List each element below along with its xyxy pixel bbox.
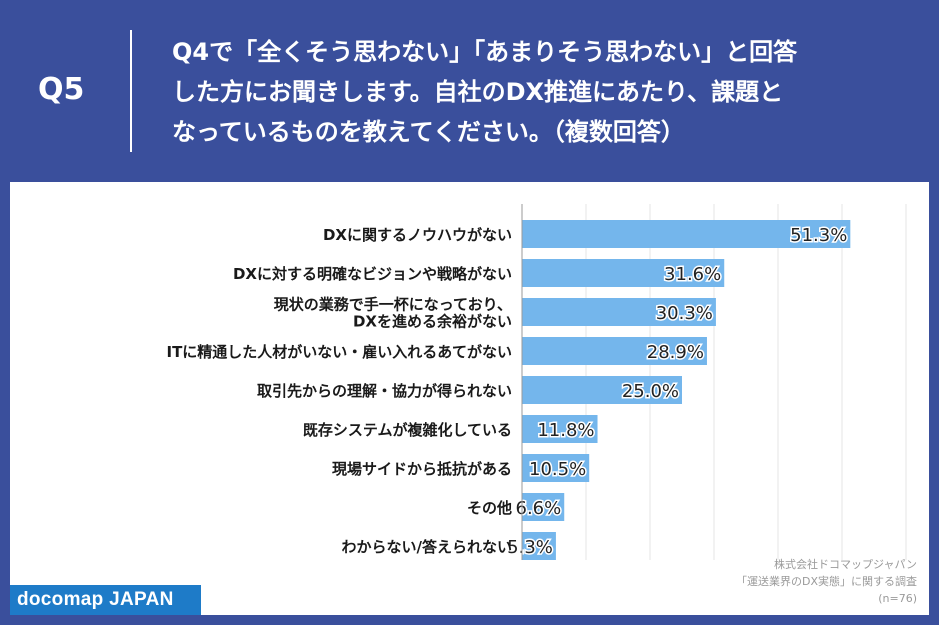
value-label: 11.8% [537, 420, 594, 441]
category-label: DXに対する明確なビジョンや戦略がない [233, 265, 512, 283]
bar [522, 415, 598, 443]
category-label: DXに関するノウハウがない [323, 226, 512, 244]
bar-chart: 51.3% DXに関するノウハウがない 31.6% DXに対する明確なビジョンや戦略が… [166, 204, 907, 560]
category-label: DXを進める余裕がない [353, 313, 512, 331]
brand-logo: docomap JAPAN [10, 585, 201, 615]
bar [522, 220, 851, 248]
category-label: 取引先からの理解・協力が得られない [257, 382, 512, 400]
bar [522, 337, 707, 365]
value-label: 51.3% [790, 225, 847, 246]
source-note: 株式会社ドコマップジャパン 「運送業界のDX実態」に関する調査 (n=76) [736, 556, 917, 607]
bar [522, 532, 556, 560]
value-label: 30.3% [656, 303, 713, 324]
bar [522, 493, 565, 521]
source-company: 株式会社ドコマップジャパン [774, 558, 917, 571]
bar [522, 376, 682, 404]
bar [522, 259, 725, 287]
question-text: Q4で「全くそう思わない」「あまりそう思わない」と回答 した方にお聞きします。自… [172, 38, 798, 146]
bar [522, 298, 716, 326]
category-label: 現状の業務で手一杯になっており、 [274, 296, 512, 314]
value-label: 10.5% [529, 459, 586, 480]
value-label: 28.9% [647, 342, 704, 363]
value-label: 25.0% [622, 381, 679, 402]
category-label: その他 [467, 499, 512, 517]
question-number: Q5 [38, 72, 85, 107]
question-header: Q5 Q4で「全くそう思わない」「あまりそう思わない」と回答 した方にお聞きしま… [0, 0, 939, 182]
value-label: 5.3% [507, 537, 553, 558]
value-label: 31.6% [664, 264, 721, 285]
category-label: 現場サイドから抵抗がある [332, 460, 512, 478]
source-survey: 「運送業界のDX実態」に関する調査 [735, 575, 917, 588]
sample-size: (n=76) [878, 592, 917, 605]
chart-panel: 51.3% DXに関するノウハウがない 31.6% DXに対する明確なビジョンや戦略が… [10, 182, 929, 615]
header-divider [130, 30, 132, 152]
bar [522, 454, 590, 482]
category-label: わからない/答えられない [342, 538, 512, 556]
category-label: 既存システムが複雑化している [303, 421, 512, 439]
category-label: ITに精通した人材がいない・雇い入れるあてがない [166, 343, 512, 361]
